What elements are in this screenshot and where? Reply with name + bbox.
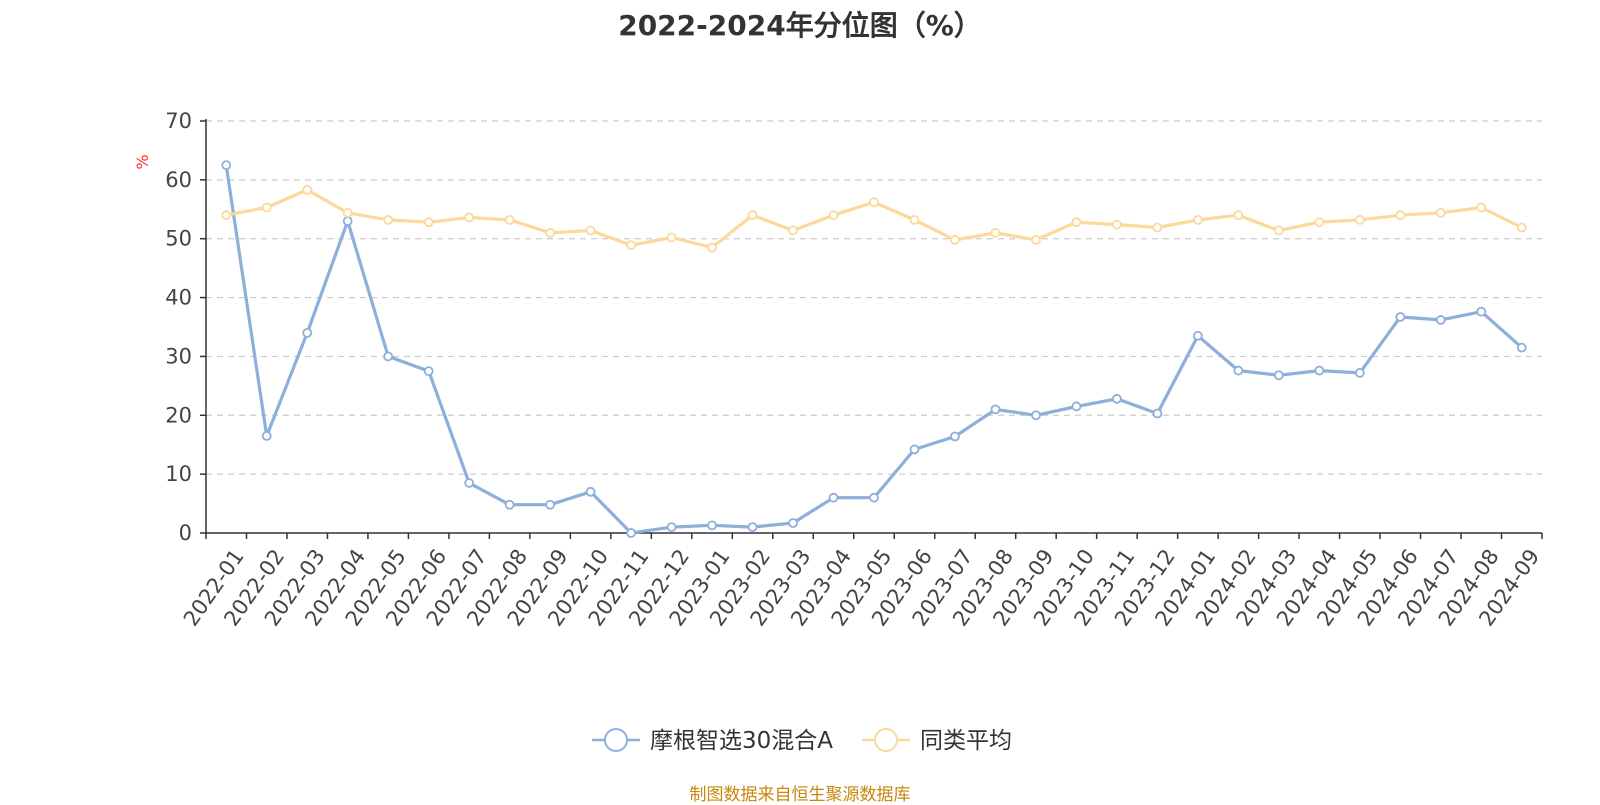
chart-title: 2022-2024年分位图（%） — [618, 9, 982, 42]
data-point-series-1 — [707, 242, 717, 253]
data-point-series-1 — [666, 232, 677, 243]
data-point-series-1 — [1354, 214, 1365, 225]
y-tick-label: 40 — [165, 286, 192, 310]
legend[interactable]: 摩根智选30混合A 同类平均 — [592, 728, 1012, 754]
data-point-series-1 — [1314, 217, 1325, 228]
data-point-series-1 — [1233, 210, 1244, 221]
y-tick-label: 10 — [165, 462, 192, 486]
data-point-series-0 — [869, 492, 879, 503]
data-point-series-1 — [423, 217, 434, 228]
data-point-series-0 — [950, 431, 960, 442]
axes: 010203040506070%2022-012022-022022-03202… — [133, 109, 1544, 630]
data-point-series-1 — [464, 212, 475, 223]
data-point-series-1 — [383, 214, 394, 225]
series-lines — [221, 160, 1527, 538]
data-point-series-0 — [747, 522, 758, 533]
data-point-series-0 — [545, 499, 556, 510]
data-point-series-1 — [1273, 225, 1284, 236]
data-point-series-1 — [261, 202, 272, 213]
data-point-series-1 — [1435, 207, 1446, 218]
data-point-series-0 — [828, 492, 839, 503]
data-point-series-1 — [950, 234, 960, 245]
data-point-series-0 — [261, 430, 272, 441]
data-point-series-1 — [1395, 210, 1406, 221]
data-point-series-1 — [1152, 222, 1163, 233]
data-point-series-1 — [302, 184, 313, 195]
grid-lines — [206, 120, 1542, 475]
data-point-series-0 — [1031, 410, 1041, 421]
y-tick-label: 60 — [165, 168, 192, 192]
data-point-series-0 — [383, 351, 394, 362]
data-point-series-0 — [423, 366, 434, 377]
data-point-series-1 — [1192, 214, 1203, 225]
data-point-series-0 — [1071, 401, 1082, 412]
data-point-series-0 — [464, 478, 475, 488]
data-point-series-1 — [909, 214, 920, 225]
legend-label: 摩根智选30混合A — [650, 728, 833, 754]
data-point-series-0 — [1476, 306, 1487, 317]
data-point-series-0 — [1152, 408, 1163, 419]
data-point-series-1 — [788, 225, 798, 236]
legend-item-0[interactable]: 摩根智选30混合A — [592, 728, 833, 754]
data-point-series-1 — [1476, 202, 1487, 213]
data-point-series-0 — [504, 499, 515, 510]
data-point-series-0 — [909, 444, 920, 455]
data-point-series-0 — [1112, 393, 1122, 404]
y-tick-label: 20 — [165, 403, 192, 427]
data-point-series-1 — [828, 210, 839, 221]
y-axis-unit-label: % — [133, 154, 152, 169]
data-point-series-0 — [585, 486, 596, 497]
data-point-series-1 — [504, 214, 515, 225]
data-point-series-0 — [990, 404, 1001, 415]
data-point-series-0 — [1354, 368, 1365, 378]
data-point-series-0 — [666, 522, 677, 533]
y-tick-label: 70 — [165, 109, 192, 133]
data-point-series-1 — [869, 197, 879, 208]
data-point-series-1 — [221, 210, 232, 221]
data-point-series-0 — [221, 160, 232, 171]
data-point-series-0 — [707, 520, 717, 531]
data-point-series-0 — [1314, 365, 1325, 376]
data-point-series-1 — [585, 225, 596, 236]
y-tick-label: 50 — [165, 227, 192, 251]
data-point-series-1 — [1031, 234, 1041, 245]
data-point-series-1 — [990, 227, 1001, 238]
legend-marker-icon — [604, 728, 628, 752]
y-tick-label: 30 — [165, 344, 192, 368]
data-point-series-0 — [1395, 312, 1406, 322]
data-point-series-0 — [302, 327, 313, 338]
data-point-series-1 — [545, 227, 556, 238]
source-note: 制图数据来自恒生聚源数据库 — [689, 785, 911, 805]
y-tick-label: 0 — [179, 521, 192, 545]
data-point-series-0 — [1192, 330, 1203, 341]
data-point-series-0 — [1435, 315, 1446, 325]
data-point-series-0 — [626, 528, 636, 538]
data-point-series-0 — [1273, 370, 1284, 381]
data-point-series-0 — [1516, 342, 1527, 353]
data-point-series-0 — [1233, 365, 1244, 376]
legend-label: 同类平均 — [920, 728, 1012, 754]
data-point-series-1 — [1071, 217, 1082, 228]
data-point-series-1 — [1516, 222, 1527, 233]
data-point-series-1 — [1112, 219, 1122, 230]
data-point-series-1 — [626, 240, 636, 251]
data-point-series-1 — [747, 210, 758, 221]
legend-item-1[interactable]: 同类平均 — [862, 728, 1012, 754]
legend-marker-icon — [874, 728, 898, 752]
data-point-series-0 — [342, 216, 353, 226]
data-point-series-0 — [788, 518, 798, 528]
data-point-series-1 — [342, 207, 353, 218]
